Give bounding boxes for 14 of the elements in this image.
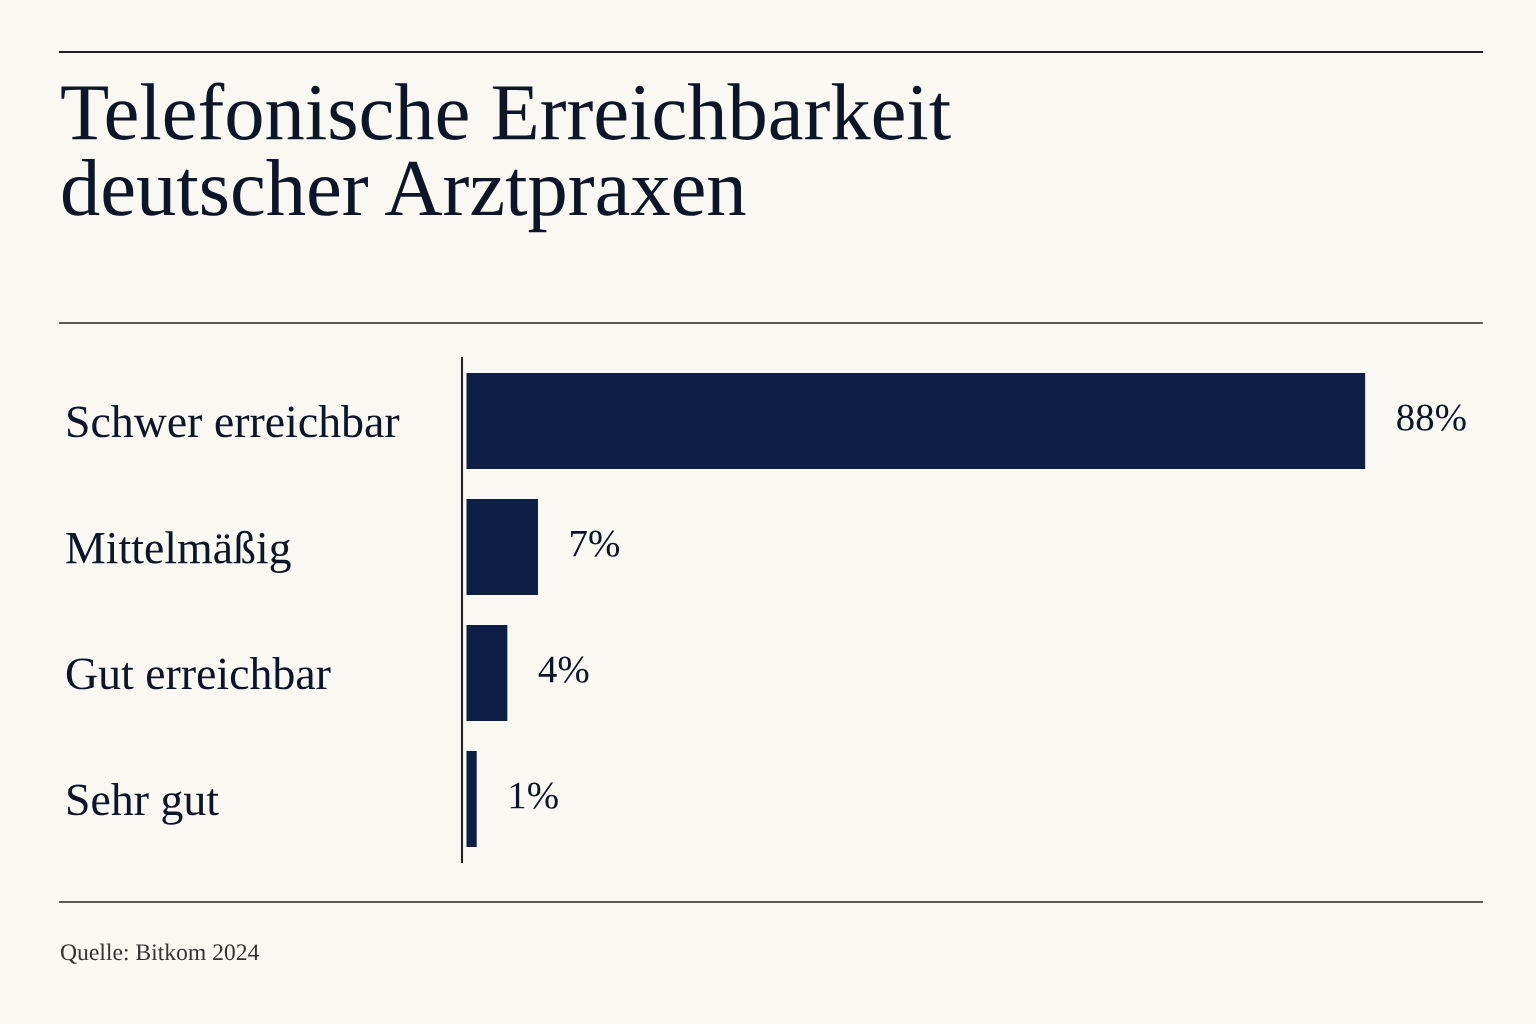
data-label: 1% bbox=[510, 782, 558, 809]
y-tick-label: Gut erreichbar bbox=[66, 657, 331, 690]
bar bbox=[466, 625, 508, 721]
bar bbox=[466, 751, 477, 847]
y-tick-label: Schwer erreichbar bbox=[68, 405, 400, 438]
data-label: 7% bbox=[571, 530, 620, 557]
bar bbox=[466, 373, 1366, 469]
y-tick-label: Mittelmäßig bbox=[66, 530, 291, 574]
bar bbox=[466, 499, 538, 595]
source-note: Quelle: Bitkom 2024 bbox=[60, 943, 259, 964]
data-label: 88% bbox=[1397, 404, 1466, 431]
data-label: 4% bbox=[538, 656, 589, 683]
chart-title: Telefonische Erreichbarkeit deutscher Arztpraxen bbox=[61, 82, 951, 233]
y-tick-label: Sehr gut bbox=[68, 783, 219, 825]
